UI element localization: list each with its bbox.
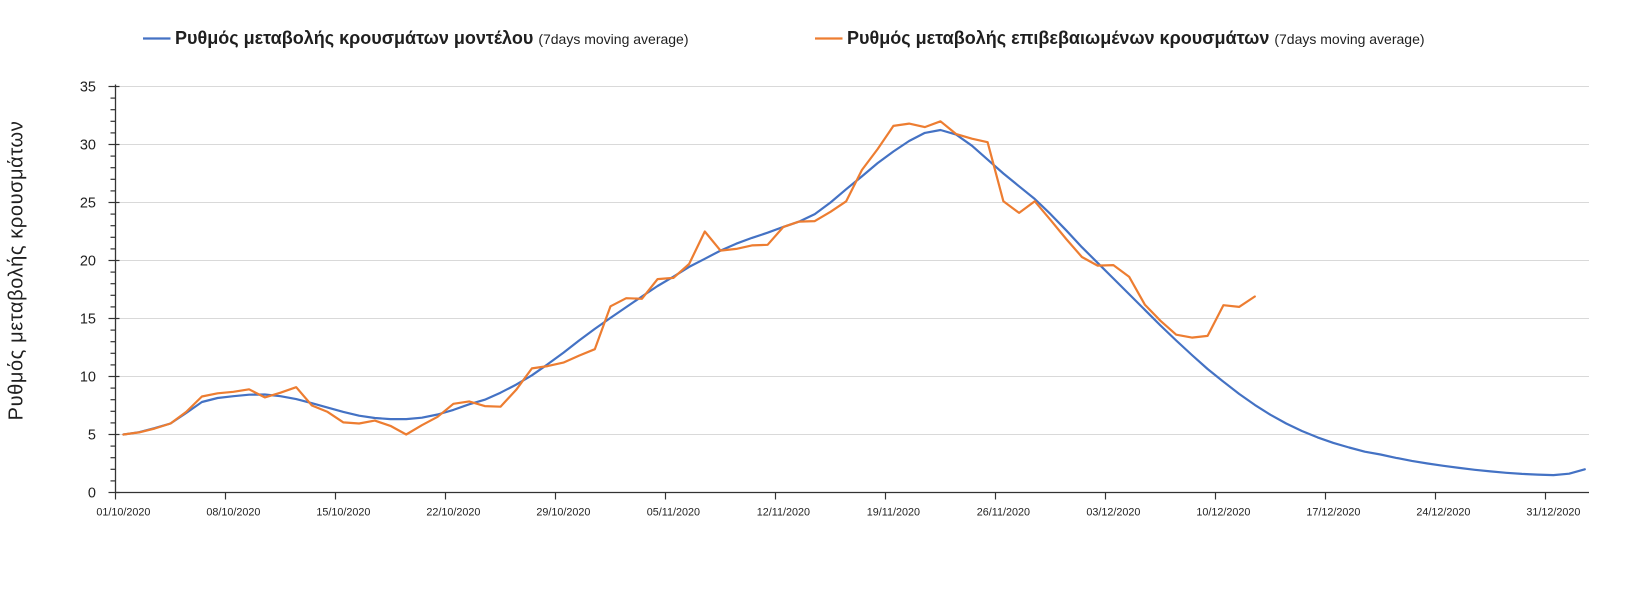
svg-text:5: 5 — [88, 428, 96, 444]
svg-text:05/11/2020: 05/11/2020 — [647, 507, 700, 519]
svg-text:10/12/2020: 10/12/2020 — [1196, 507, 1250, 519]
svg-text:01/10/2020: 01/10/2020 — [96, 507, 150, 519]
svg-text:31/12/2020: 31/12/2020 — [1526, 507, 1580, 519]
svg-text:25: 25 — [80, 196, 96, 212]
svg-text:08/10/2020: 08/10/2020 — [206, 507, 260, 519]
svg-text:Ρυθμός μεταβολής επιβεβαιωμένω: Ρυθμός μεταβολής επιβεβαιωμένων κρουσμάτ… — [847, 28, 1425, 48]
svg-text:22/10/2020: 22/10/2020 — [426, 507, 480, 519]
svg-text:Ρυθμός μεταβολής κρουσμάτων: Ρυθμός μεταβολής κρουσμάτων — [6, 121, 28, 421]
svg-text:15: 15 — [80, 312, 96, 328]
svg-text:19/11/2020: 19/11/2020 — [867, 507, 920, 519]
svg-text:30: 30 — [80, 138, 96, 154]
svg-text:15/10/2020: 15/10/2020 — [316, 507, 370, 519]
svg-text:35: 35 — [80, 80, 96, 96]
svg-text:0: 0 — [88, 486, 96, 502]
svg-text:17/12/2020: 17/12/2020 — [1306, 507, 1360, 519]
svg-text:12/11/2020: 12/11/2020 — [757, 507, 810, 519]
svg-text:03/12/2020: 03/12/2020 — [1086, 507, 1140, 519]
svg-text:Ρυθμός μεταβολής κρουσμάτων μο: Ρυθμός μεταβολής κρουσμάτων μοντέλου (7d… — [175, 28, 689, 48]
svg-text:10: 10 — [80, 370, 96, 386]
svg-text:29/10/2020: 29/10/2020 — [536, 507, 590, 519]
svg-text:20: 20 — [80, 254, 96, 270]
svg-text:26/11/2020: 26/11/2020 — [977, 507, 1030, 519]
svg-text:24/12/2020: 24/12/2020 — [1416, 507, 1470, 519]
